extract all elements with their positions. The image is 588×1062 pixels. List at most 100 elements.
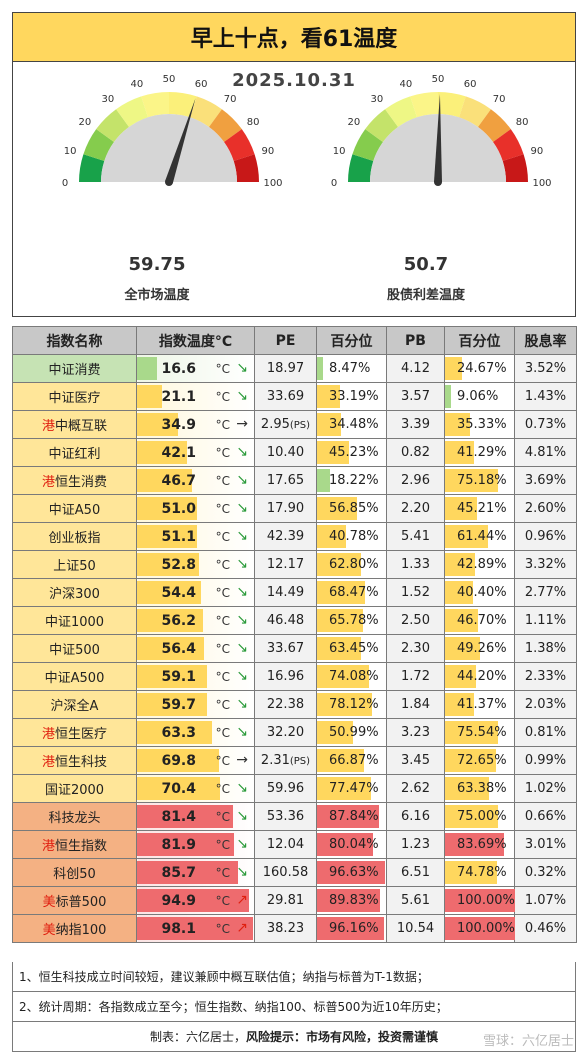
dividend-yield-cell: 0.46% <box>514 914 577 943</box>
index-name-cell: 港恒生科技 <box>12 746 137 775</box>
header-index-name: 指数名称 <box>12 326 137 355</box>
pe-percentile-bar <box>317 497 357 520</box>
temperature-value: 51.0 <box>161 501 196 517</box>
table-row: 中证500 56.4 °C ↘ 33.67 63.45% 2.30 49.26%… <box>12 634 577 663</box>
gauge-tick-label: 70 <box>224 94 237 105</box>
pb-percentile-value: 41.37% <box>457 697 507 712</box>
temperature-cell: 52.8 °C ↘ <box>136 550 255 579</box>
pe-cell: 12.04 <box>254 830 317 859</box>
pb-percentile-bar <box>445 553 475 576</box>
pe-value: 53.36 <box>266 809 305 824</box>
table-row: 上证50 52.8 °C ↘ 12.17 62.80% 1.33 42.89% … <box>12 550 577 579</box>
temperature-bar <box>137 805 234 828</box>
pb-cell: 0.82 <box>386 438 445 467</box>
pb-percentile-cell: 40.40% <box>444 578 515 607</box>
dividend-yield-cell: 2.33% <box>514 662 577 691</box>
pb-percentile-cell: 75.00% <box>444 802 515 831</box>
index-name-cell: 科技龙头 <box>12 802 137 831</box>
temperature-cell: 54.4 °C ↘ <box>136 578 255 607</box>
pe-cell: 59.96 <box>254 774 317 803</box>
index-name-cell: 港恒生消费 <box>12 466 137 495</box>
pe-percentile-value: 50.99% <box>329 725 379 740</box>
temperature-bar <box>137 581 202 604</box>
pb-percentile-bar <box>445 497 477 520</box>
pe-percentile-value: 40.78% <box>329 529 379 544</box>
temperature-cell: 59.1 °C ↘ <box>136 662 255 691</box>
pb-percentile-bar <box>445 413 470 436</box>
pe-cell: 53.36 <box>254 802 317 831</box>
notes-footer: 1、恒生科技成立时间较短，建议兼顾中概互联估值；纳指与标普为T-1数据； 2、统… <box>12 962 576 1052</box>
pe-percentile-cell: 78.12% <box>316 690 387 719</box>
index-name: 恒生消费 <box>55 475 108 490</box>
trend-arrow-icon: ↘ <box>236 864 248 880</box>
pb-percentile-bar <box>445 525 488 548</box>
table-row: 中证A500 59.1 °C ↘ 16.96 74.08% 1.72 44.20… <box>12 662 577 691</box>
market-prefix: 港 <box>41 419 55 434</box>
pe-percentile-bar <box>317 525 346 548</box>
pe-percentile-cell: 74.08% <box>316 662 387 691</box>
temperature-value: 56.4 <box>161 641 196 657</box>
temperature-bar <box>137 777 221 800</box>
index-name: 中证1000 <box>44 615 105 630</box>
temperature-value: 59.7 <box>161 697 196 713</box>
temperature-unit: °C <box>215 614 230 628</box>
index-name-cell: 中证A50 <box>12 494 137 523</box>
index-name: 恒生指数 <box>55 839 108 854</box>
temperature-bar <box>137 889 249 912</box>
pe-percentile-bar <box>317 469 330 492</box>
temperature-cell: 59.7 °C ↘ <box>136 690 255 719</box>
gauge-tick-label: 50 <box>163 74 176 85</box>
temperature-bar <box>137 861 239 884</box>
index-name-cell: 沪深300 <box>12 578 137 607</box>
temperature-value: 52.8 <box>161 557 196 573</box>
pb-cell: 2.20 <box>386 494 445 523</box>
pe-percentile-value: 34.48% <box>329 417 379 432</box>
trend-arrow-icon: ↗ <box>236 892 248 908</box>
gauge-segment <box>385 96 417 127</box>
header-pb-percentile: 百分位 <box>444 326 515 355</box>
pb-percentile-bar <box>445 749 496 772</box>
dividend-yield-cell: 3.52% <box>514 354 577 383</box>
market-temperature-value: 59.75 <box>128 254 186 275</box>
pe-percentile-cell: 33.19% <box>316 382 387 411</box>
temperature-unit: °C <box>215 754 230 768</box>
pe-cell: 10.40 <box>254 438 317 467</box>
pb-percentile-value: 45.21% <box>457 501 507 516</box>
pe-cell: 42.39 <box>254 522 317 551</box>
pb-percentile-bar <box>445 665 476 688</box>
pe-percentile-cell: 40.78% <box>316 522 387 551</box>
gauge-segment <box>79 154 105 182</box>
index-name: 创业板指 <box>48 531 101 546</box>
pe-percentile-value: 18.22% <box>329 473 379 488</box>
temperature-value: 21.1 <box>161 389 196 405</box>
pe-percentile-cell: 80.04% <box>316 830 387 859</box>
pb-cell: 1.33 <box>386 550 445 579</box>
trend-arrow-icon: ↘ <box>236 836 248 852</box>
gauge-segment <box>116 96 148 127</box>
market-prefix: 港 <box>41 727 55 742</box>
pe-percentile-bar <box>317 609 363 632</box>
trend-arrow-icon: ↘ <box>236 528 248 544</box>
pb-percentile-cell: 35.33% <box>444 410 515 439</box>
pb-percentile-value: 100.00% <box>457 921 515 936</box>
table-row: 中证医疗 21.1 °C ↘ 33.69 33.19% 3.57 9.06% 1… <box>12 382 577 411</box>
table-row: 中证1000 56.2 °C ↘ 46.48 65.78% 2.50 46.70… <box>12 606 577 635</box>
pb-percentile-cell: 44.20% <box>444 662 515 691</box>
gauge-segment <box>208 109 242 143</box>
gauge-hub <box>434 178 442 186</box>
trend-arrow-icon: ↘ <box>236 724 248 740</box>
temperature-bar <box>137 525 198 548</box>
pe-cell: 17.65 <box>254 466 317 495</box>
trend-arrow-icon: ↘ <box>236 780 248 796</box>
pe-percentile-cell: 56.85% <box>316 494 387 523</box>
trend-arrow-icon: ↘ <box>236 556 248 572</box>
pe-percentile-cell: 96.63% <box>316 858 387 887</box>
pe-cell: 12.17 <box>254 550 317 579</box>
pb-percentile-value: 49.26% <box>457 641 507 656</box>
gauge-segment <box>352 129 383 161</box>
trend-arrow-icon: ↘ <box>236 388 248 404</box>
trend-arrow-icon: ↘ <box>236 444 248 460</box>
temperature-bar <box>137 833 234 856</box>
pe-percentile-cell: 63.45% <box>316 634 387 663</box>
pb-cell: 1.84 <box>386 690 445 719</box>
